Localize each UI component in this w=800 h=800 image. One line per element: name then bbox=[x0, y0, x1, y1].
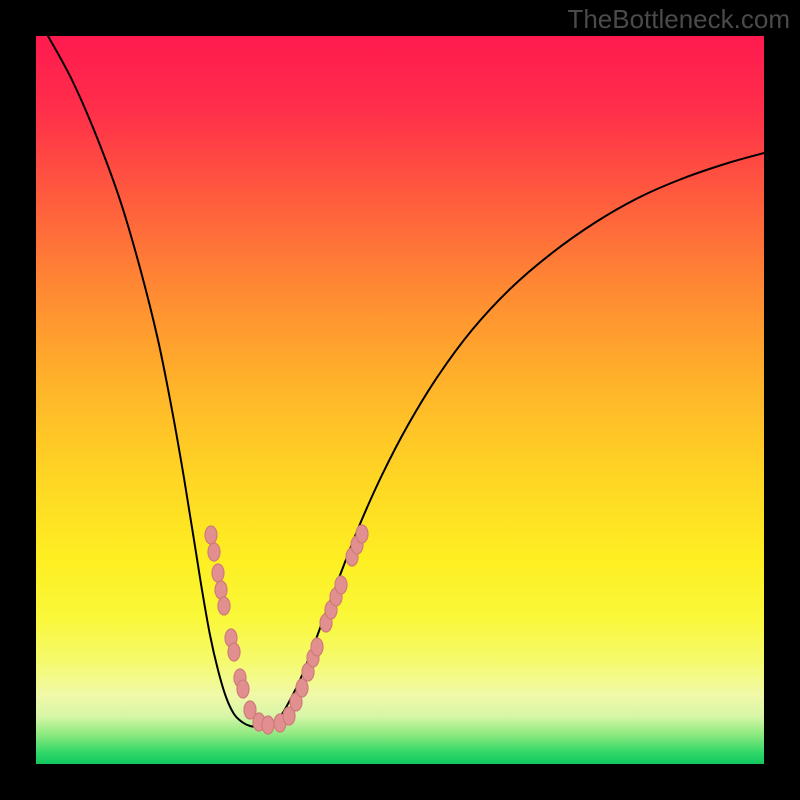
watermark-text: TheBottleneck.com bbox=[567, 4, 790, 35]
chart-container: TheBottleneck.com bbox=[0, 0, 800, 800]
plot-area bbox=[36, 36, 764, 764]
gradient-background bbox=[36, 36, 764, 764]
